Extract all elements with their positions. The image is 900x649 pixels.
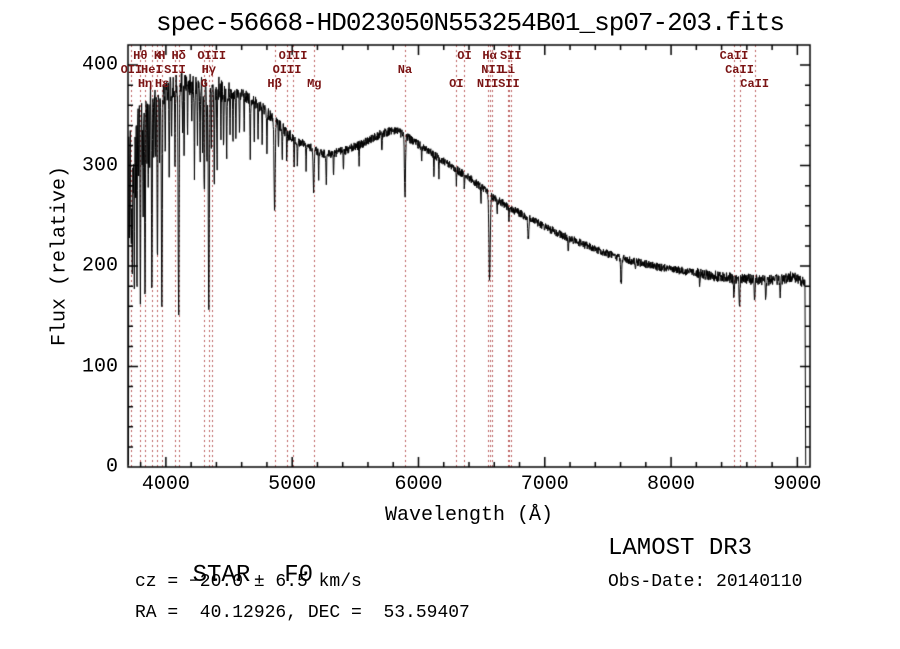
y-tick-label: 100 <box>81 355 118 379</box>
spectral-line-label: Hη <box>137 77 153 91</box>
spectral-line-label: HeI <box>141 63 163 77</box>
x-axis-label: Wavelength (Å) <box>384 504 554 527</box>
object-type-label: STAR <box>192 562 251 589</box>
spectral-line-label: Hβ <box>267 77 282 91</box>
x-tick-label: 7000 <box>520 473 569 496</box>
x-tick-label: 9000 <box>773 473 822 496</box>
spectral-line-label: CaII <box>725 63 754 77</box>
spectral-line-label: Na <box>397 63 413 77</box>
spectral-line-label: Hθ <box>133 49 148 63</box>
spectral-line-label: OI <box>449 77 464 91</box>
spectral-line-label: SII <box>498 77 520 91</box>
spectral-line-label: OI <box>457 49 472 63</box>
spectral-line-label: Hγ <box>201 63 217 77</box>
spectral-line-label: SII <box>164 63 186 77</box>
obs-date-label: Obs-Date: 20140110 <box>608 572 803 592</box>
plot-title: spec-56668-HD023050N553254B01_sp07-203.f… <box>156 8 785 38</box>
spectral-line-label: NII <box>476 77 499 91</box>
spectral-line-label: SII <box>499 49 522 63</box>
spectral-line-label: Hε <box>154 77 170 91</box>
spectral-line-label: Li <box>500 63 516 77</box>
spectral-line-label: G <box>200 77 208 91</box>
spectral-line-label: OII <box>120 63 143 77</box>
y-tick-label: 0 <box>105 455 118 479</box>
spectral-line-label: H <box>158 49 166 63</box>
cz-velocity-label: cz = −20.0 ± 6.5 km/s <box>135 572 362 592</box>
spectral-line-label: CaII <box>719 49 749 63</box>
y-axis-label: Flux (relative) <box>48 165 72 347</box>
x-tick-label: 8000 <box>647 473 696 496</box>
x-tick-label: 4000 <box>141 473 190 496</box>
y-tick-label: 400 <box>81 53 118 77</box>
object-subclass-label: F0 <box>284 562 314 589</box>
y-tick-label: 200 <box>81 254 118 278</box>
spectral-line-label: K <box>153 49 162 63</box>
x-tick-label: 5000 <box>268 473 317 496</box>
spectral-line-label: NII <box>481 63 503 77</box>
spectral-line-label: OIII <box>272 63 302 77</box>
spectral-line-label: OIII <box>278 49 308 63</box>
spectral-line-label: Hδ <box>171 49 186 63</box>
x-tick-label: 6000 <box>394 473 443 496</box>
spectral-line-label: OIII <box>197 49 227 63</box>
spectral-line-label: CaII <box>740 77 770 91</box>
survey-label: LAMOST DR3 <box>608 535 753 562</box>
coordinates-label: RA = 40.12926, DEC = 53.59407 <box>135 603 470 623</box>
classification-line: STAR F0 <box>135 535 313 616</box>
spectral-line-label: Hα <box>482 49 497 63</box>
y-tick-label: 300 <box>81 154 118 178</box>
spectral-line-label: Mg <box>307 77 322 91</box>
